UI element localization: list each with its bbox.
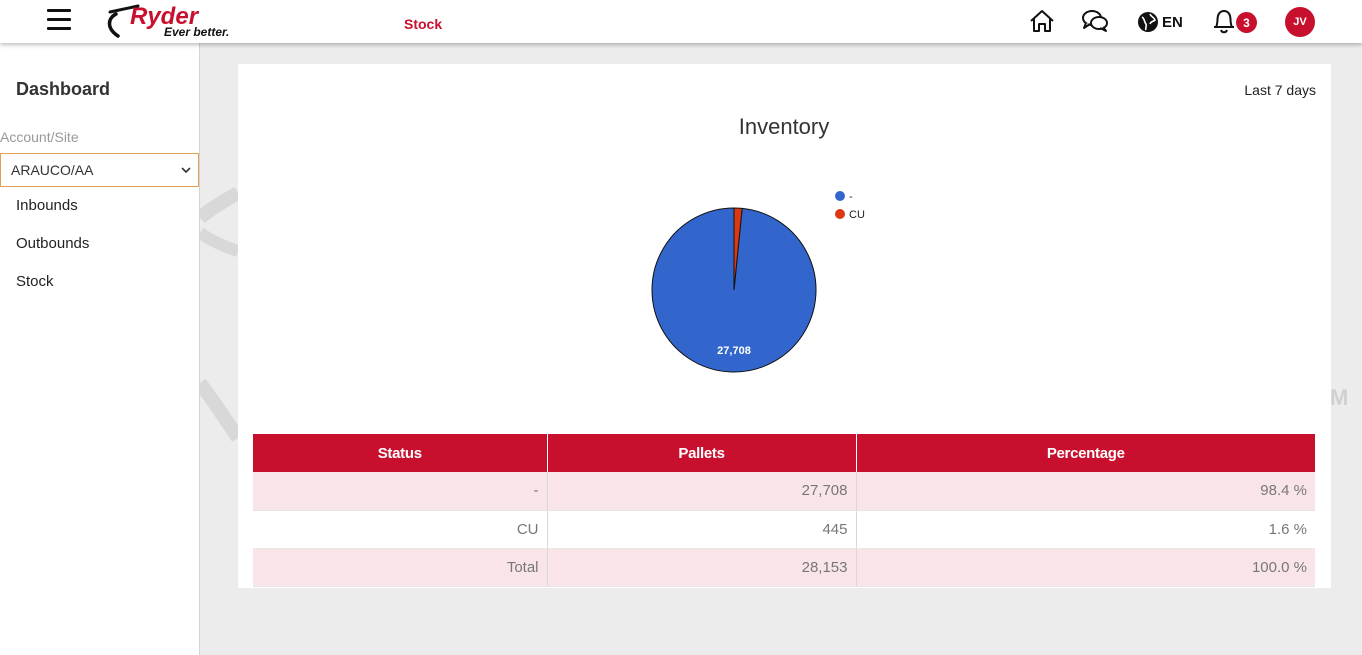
language-selector[interactable]: EN [1137, 9, 1183, 35]
language-label: EN [1162, 13, 1183, 31]
legend-marker [835, 191, 845, 201]
legend-marker [835, 209, 845, 219]
sidebar-item-outbounds[interactable]: Outbounds [16, 235, 90, 252]
logo-text: Ryder [130, 3, 200, 30]
menu-icon[interactable] [47, 9, 72, 31]
user-avatar[interactable]: JV [1285, 7, 1315, 37]
notifications-button[interactable]: 3 [1211, 7, 1259, 37]
status-cell: - [253, 472, 548, 511]
bell-icon [1214, 10, 1234, 34]
top-bar: Ryder Ever better. Stock EN 3 JV [0, 0, 1362, 43]
chevron-down-icon [181, 167, 191, 174]
account-site-value: ARAUCO/AA [11, 162, 94, 178]
background-watermark: M [200, 186, 1348, 442]
inventory-pie-chart: Inventory 27,708 - CU [651, 114, 865, 373]
globe-icon [1138, 12, 1158, 32]
table-header-row: Status Pallets Percentage [253, 434, 1315, 472]
column-header-pallets[interactable]: Pallets [547, 434, 857, 472]
sidebar-item-inbounds[interactable]: Inbounds [16, 197, 78, 214]
pie-data-label: 27,708 [717, 345, 751, 357]
status-cell: Total [253, 548, 548, 587]
ryder-logo[interactable]: Ryder Ever better. [104, 2, 244, 42]
home-icon[interactable] [1027, 6, 1057, 36]
inventory-card: Last 7 days Inventory 27,708 - CU Status … [238, 64, 1331, 588]
legend-entry[interactable]: - [849, 191, 853, 203]
chat-icon[interactable] [1080, 6, 1110, 36]
pie-slice-2[interactable] [733, 207, 743, 291]
percentage-cell: 1.6 % [856, 510, 1315, 549]
status-cell: CU [253, 510, 548, 549]
page-label: Stock [404, 16, 443, 32]
sidebar-item-stock[interactable]: Stock [16, 273, 54, 290]
table-row: CU 445 1.6 % [253, 510, 1315, 549]
account-site-select[interactable]: ARAUCO/AA [0, 153, 199, 187]
column-header-status[interactable]: Status [253, 434, 548, 472]
logo-tagline: Ever better. [164, 25, 229, 39]
sidebar-title: Dashboard [16, 79, 111, 99]
account-site-label: Account/Site [0, 129, 79, 145]
legend-entry[interactable]: CU [849, 209, 865, 221]
inventory-table: Status Pallets Percentage - 27,708 98.4 … [253, 434, 1315, 587]
sidebar: Dashboard Account/Site ARAUCO/AA Inbound… [0, 43, 200, 655]
date-range-label: Last 7 days [1244, 82, 1316, 98]
pallets-cell: 445 [547, 510, 857, 549]
table-row: - 27,708 98.4 % [253, 472, 1315, 511]
pallets-cell: 28,153 [547, 548, 857, 587]
notification-badge: 3 [1236, 12, 1257, 33]
chart-title: Inventory [739, 114, 830, 139]
percentage-cell: 100.0 % [856, 548, 1315, 587]
percentage-cell: 98.4 % [856, 472, 1315, 511]
pallets-cell: 27,708 [547, 472, 857, 511]
table-total-row: Total 28,153 100.0 % [253, 548, 1315, 587]
svg-text:M: M [1330, 385, 1348, 410]
column-header-percentage[interactable]: Percentage [856, 434, 1315, 472]
